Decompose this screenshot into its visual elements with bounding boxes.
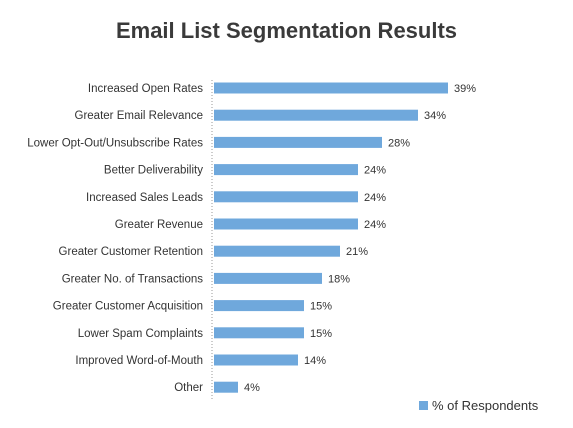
category-label: Greater Customer Acquisition <box>53 301 203 313</box>
bar <box>214 300 304 312</box>
category-label: Increased Open Rates <box>88 83 203 95</box>
chart-title: Email List Segmentation Results <box>115 18 458 43</box>
bar <box>214 164 358 176</box>
data-label: 14% <box>304 355 326 367</box>
category-label: Greater Revenue <box>115 219 203 231</box>
category-label: Lower Opt-Out/Unsubscribe Rates <box>27 137 203 149</box>
legend-label: % of Respondents <box>432 398 539 413</box>
category-label: Greater Customer Retention <box>59 246 203 258</box>
data-label: 24% <box>364 165 386 177</box>
category-label: Increased Sales Leads <box>86 192 203 204</box>
bar <box>214 218 358 230</box>
data-label: 34% <box>424 110 446 122</box>
category-label: Greater No. of Transactions <box>62 273 204 285</box>
bar <box>214 82 448 94</box>
data-label: 18% <box>328 273 350 285</box>
data-label: 15% <box>310 328 332 340</box>
data-label: 21% <box>346 246 368 258</box>
legend-swatch <box>419 401 428 410</box>
category-label: Improved Word-of-Mouth <box>75 355 203 367</box>
bar <box>214 245 340 257</box>
legend: % of Respondents <box>419 398 538 413</box>
data-label: 4% <box>244 382 260 394</box>
category-label: Lower Spam Complaints <box>78 328 204 340</box>
data-label: 24% <box>364 219 386 231</box>
bar <box>214 327 304 339</box>
bar <box>214 191 358 203</box>
bar <box>214 109 418 121</box>
bar <box>214 272 322 284</box>
data-label: 24% <box>364 192 386 204</box>
bar <box>214 381 238 393</box>
data-label: 39% <box>454 83 476 95</box>
data-label: 15% <box>310 301 332 313</box>
category-label: Other <box>174 382 203 394</box>
data-label: 28% <box>388 137 410 149</box>
bar <box>214 354 298 366</box>
category-label: Better Deliverability <box>104 165 203 177</box>
bar <box>214 136 382 148</box>
category-label: Greater Email Relevance <box>75 110 203 122</box>
